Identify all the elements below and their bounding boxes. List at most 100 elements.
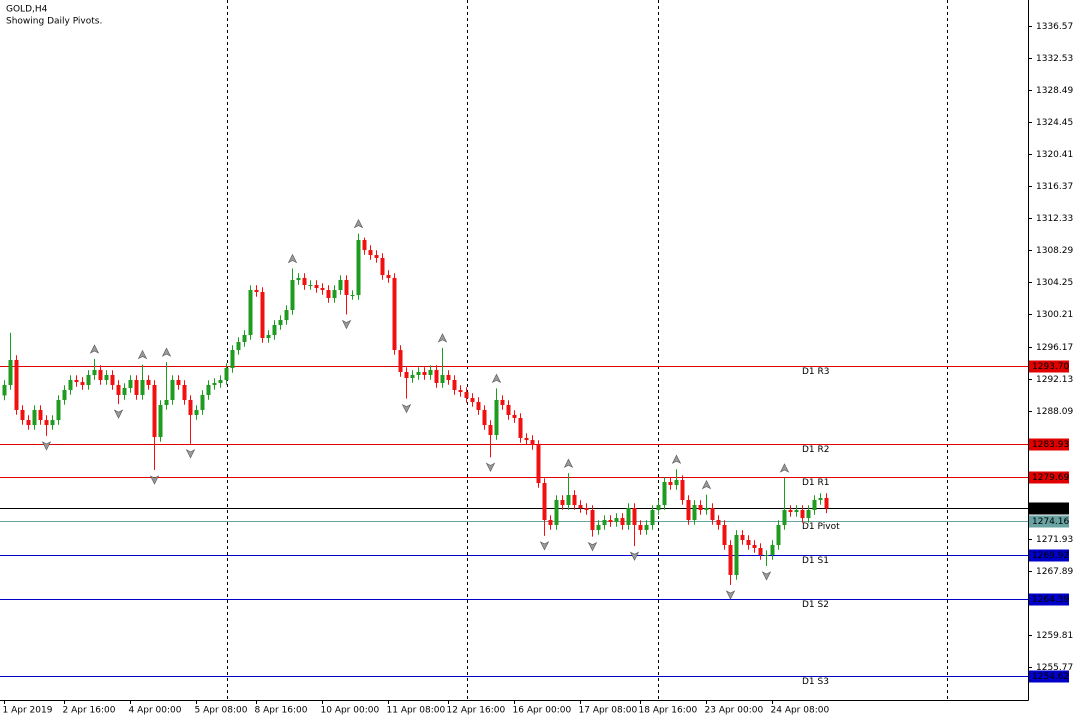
candle-body	[626, 508, 631, 525]
candle-body	[560, 500, 565, 506]
candle-body	[680, 480, 685, 501]
candle-body	[200, 394, 205, 410]
candle-body	[458, 389, 463, 393]
candle-body	[368, 250, 373, 256]
y-tick-label: 1296.17	[1036, 343, 1073, 353]
candle-body	[590, 510, 595, 530]
candle-body	[722, 525, 727, 545]
candle-body	[404, 371, 409, 379]
candle-body	[164, 399, 169, 405]
y-tick-label: 1336.57	[1036, 22, 1073, 32]
candle-body	[308, 285, 313, 287]
candle-body	[794, 510, 799, 512]
candle-body	[158, 404, 163, 438]
candle-body	[344, 280, 349, 296]
candle-body	[320, 288, 325, 291]
candle-body	[566, 495, 571, 506]
level-price-box	[1029, 515, 1069, 528]
y-tick-label: 1304.25	[1036, 278, 1073, 288]
candle-body	[536, 445, 541, 484]
candle-body	[392, 277, 397, 350]
candle-body	[548, 520, 553, 525]
candle-body	[188, 399, 193, 415]
fractal-up	[491, 373, 502, 383]
candle-body	[662, 482, 667, 506]
fractal-down	[539, 541, 550, 551]
fractal-down	[341, 319, 352, 330]
x-tick-label: 12 Apr 16:00	[447, 706, 506, 716]
y-tick-label: 1328.49	[1036, 86, 1073, 96]
candle-body	[596, 525, 601, 530]
level-name: D1 Pivot	[802, 522, 840, 532]
candle-body	[788, 510, 793, 512]
candle-body	[818, 498, 823, 501]
period-separators	[227, 0, 948, 700]
fractal-up	[287, 253, 298, 264]
level-price-box	[1029, 438, 1069, 451]
candle-body	[806, 510, 811, 519]
candle-body	[80, 382, 85, 385]
level-price-label: 1279.69	[1032, 473, 1069, 483]
candle-body	[290, 280, 295, 311]
x-tick-label: 1 Apr 2019	[3, 706, 53, 716]
level-price-box	[1029, 593, 1069, 606]
level-price-label: 1254.62	[1032, 672, 1069, 682]
candle-body	[194, 409, 199, 415]
candle-body	[122, 387, 127, 395]
y-tick-label: 1308.29	[1036, 246, 1073, 256]
fractal-down	[401, 403, 412, 414]
candle-body	[374, 255, 379, 258]
candle-body	[380, 257, 385, 276]
candle-body	[86, 374, 91, 385]
candle-body	[416, 371, 421, 375]
candle-body	[182, 384, 187, 400]
candle-body	[248, 290, 253, 336]
y-tick-label: 1292.13	[1036, 375, 1073, 385]
candle-body	[50, 420, 55, 426]
x-tick-label: 5 Apr 08:00	[195, 706, 248, 716]
candle-body	[386, 275, 391, 278]
candle-body	[44, 420, 49, 426]
candle-body	[98, 369, 103, 380]
candle-body	[68, 379, 73, 390]
x-tick-label: 8 Apr 16:00	[255, 706, 308, 716]
candle-body	[26, 420, 31, 426]
candle-body	[434, 369, 439, 384]
candle-body	[302, 277, 307, 286]
candle-body	[152, 384, 157, 438]
x-tick-label: 24 Apr 08:00	[771, 706, 830, 716]
level-price-box	[1029, 549, 1069, 562]
candle-body	[350, 295, 355, 297]
candle-body	[14, 359, 19, 410]
y-tick-label: 1316.37	[1036, 182, 1073, 192]
candle-body	[176, 379, 181, 385]
fractal-up	[701, 479, 712, 490]
candle-body	[464, 392, 469, 398]
candle-body	[218, 379, 223, 384]
y-tick-label: 1324.45	[1036, 118, 1073, 128]
fractal-down	[629, 551, 640, 561]
candle-body	[632, 508, 637, 525]
candle-body	[614, 518, 619, 522]
fractal-down	[149, 475, 160, 485]
candle-body	[704, 508, 709, 511]
candle-body	[362, 239, 367, 251]
candle-body	[506, 404, 511, 415]
fractal-down	[185, 449, 196, 459]
x-tick-label: 10 Apr 00:00	[321, 706, 380, 716]
candle-body	[170, 379, 175, 400]
candle-body	[422, 371, 427, 375]
candle-body	[572, 495, 577, 506]
y-tick-label: 1288.09	[1036, 407, 1073, 417]
level-name: D1 S2	[802, 600, 829, 610]
candle-body	[38, 409, 43, 421]
candle-body	[146, 379, 151, 385]
candle-body	[578, 505, 583, 509]
candle-body	[728, 544, 733, 575]
chart-subtitle: Showing Daily Pivots.	[6, 17, 102, 27]
candle-body	[674, 480, 679, 486]
level-price-label: 1283.93	[1032, 440, 1069, 450]
